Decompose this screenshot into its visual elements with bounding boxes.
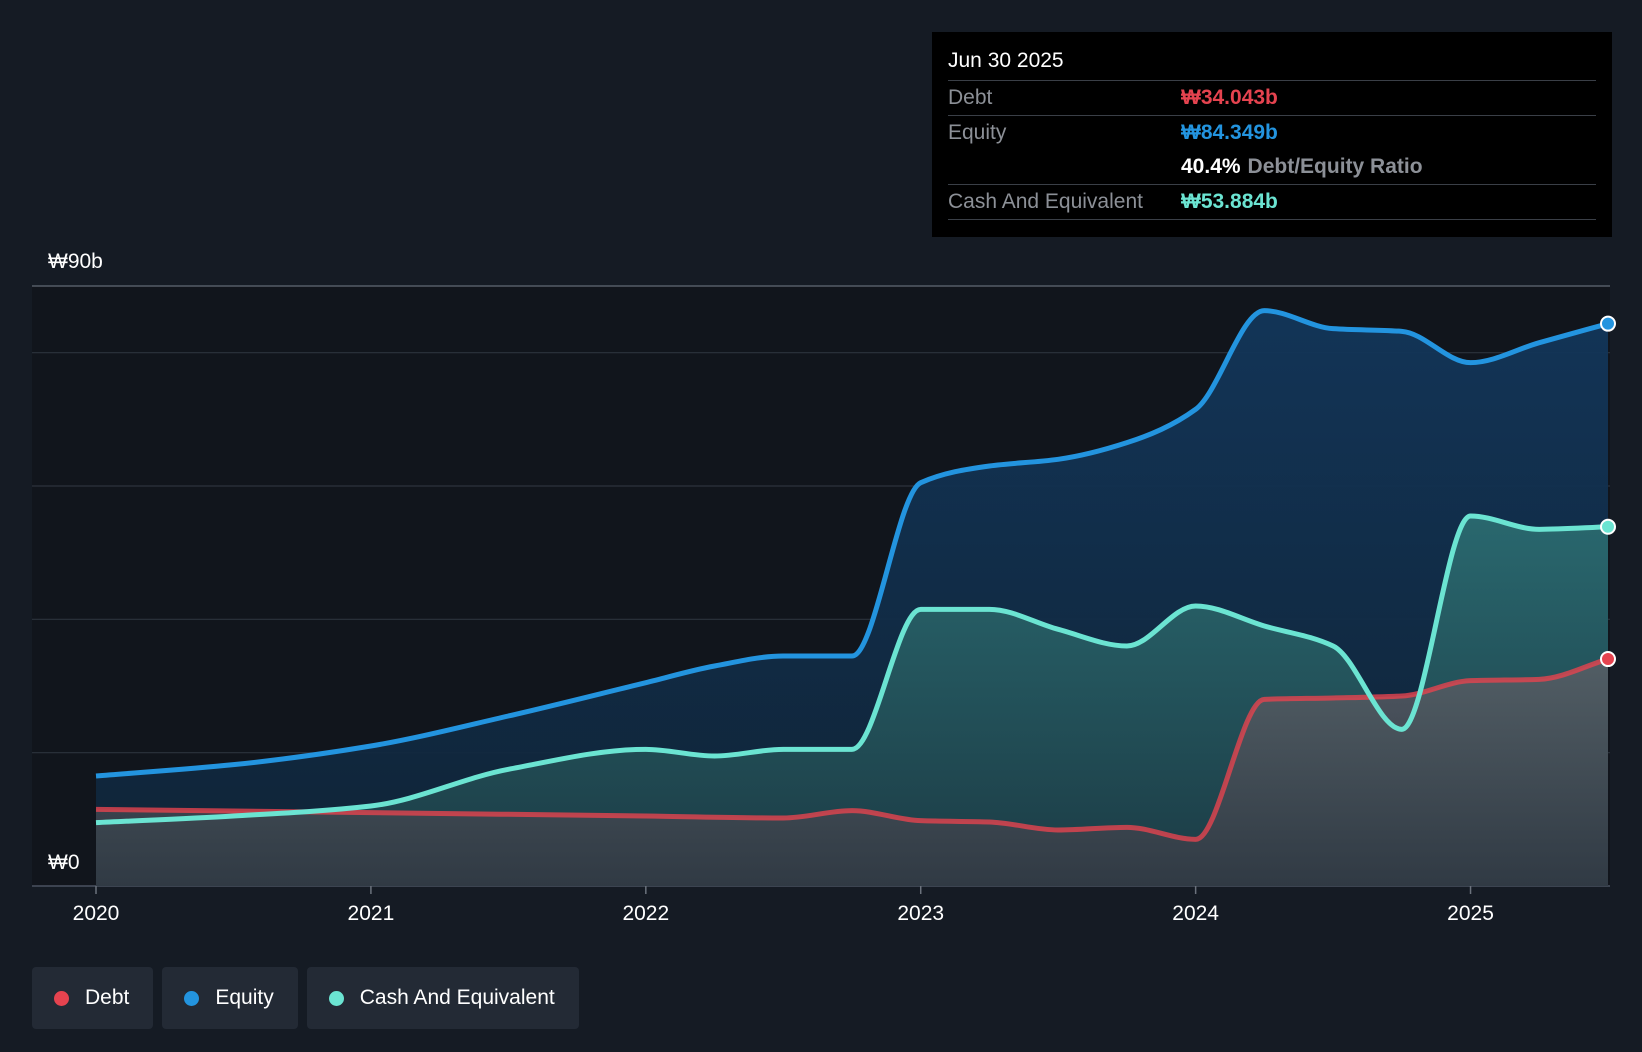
legend-label-cash: Cash And Equivalent	[359, 986, 555, 1009]
tooltip-debt-label: Debt	[948, 86, 993, 109]
tooltip-cash-row: Cash And Equivalent ₩53.884b	[948, 184, 1596, 220]
equity-line	[95, 308, 1609, 779]
legend-item-cash[interactable]: Cash And Equivalent	[306, 967, 579, 1029]
x-axis: 2020 2021 2022 2023 2024 2025	[73, 886, 1494, 925]
x-tick-label: 2025	[1447, 902, 1494, 925]
debt-end-marker	[1600, 651, 1616, 668]
x-tick-label: 2023	[897, 902, 944, 925]
legend-dot-cash-icon	[328, 990, 344, 1006]
legend-dot-debt-icon	[54, 990, 69, 1006]
debt-line	[95, 656, 1609, 842]
x-tick-label: 2020	[73, 902, 120, 925]
legend-item-equity[interactable]: Equity	[162, 967, 298, 1029]
cash-end-marker	[1600, 518, 1616, 535]
debt-area	[96, 659, 1608, 886]
y-tick-top: ₩90b	[48, 250, 103, 273]
tooltip-date: Jun 30 2025	[948, 49, 1064, 72]
tooltip-ratio-row: 40.4% Debt/Equity Ratio	[948, 150, 1596, 184]
tooltip-equity-row: Equity ₩84.349b	[948, 115, 1596, 150]
legend-label-equity: Equity	[215, 986, 274, 1009]
end-markers	[1600, 315, 1616, 668]
equity-end-marker	[1600, 315, 1616, 332]
legend: Debt Equity Cash And Equivalent	[32, 967, 579, 1029]
tooltip-equity-value: ₩84.349b	[1181, 121, 1278, 144]
tooltip-cash-label: Cash And Equivalent	[948, 190, 1143, 213]
tooltip-ratio-value: 40.4%	[1181, 155, 1241, 178]
legend-item-debt[interactable]: Debt	[32, 967, 154, 1029]
x-tick-label: 2021	[348, 902, 395, 925]
legend-dot-equity-icon	[184, 990, 200, 1006]
legend-label-debt: Debt	[85, 986, 130, 1009]
x-tick-label: 2022	[622, 902, 669, 925]
x-tick-label: 2024	[1172, 902, 1219, 925]
tooltip-debt-value: ₩34.043b	[1181, 86, 1278, 109]
tooltip-cash-value: ₩53.884b	[1181, 190, 1278, 213]
tooltip: Jun 30 2025 Debt ₩34.043b Equity ₩84.349…	[932, 32, 1612, 237]
y-tick-bottom: ₩0	[48, 851, 80, 874]
cash-line	[95, 513, 1609, 826]
tooltip-ratio-label: Debt/Equity Ratio	[1247, 155, 1423, 178]
tooltip-equity-label: Equity	[948, 121, 1007, 144]
tooltip-debt-row: Debt ₩34.043b	[948, 80, 1596, 115]
